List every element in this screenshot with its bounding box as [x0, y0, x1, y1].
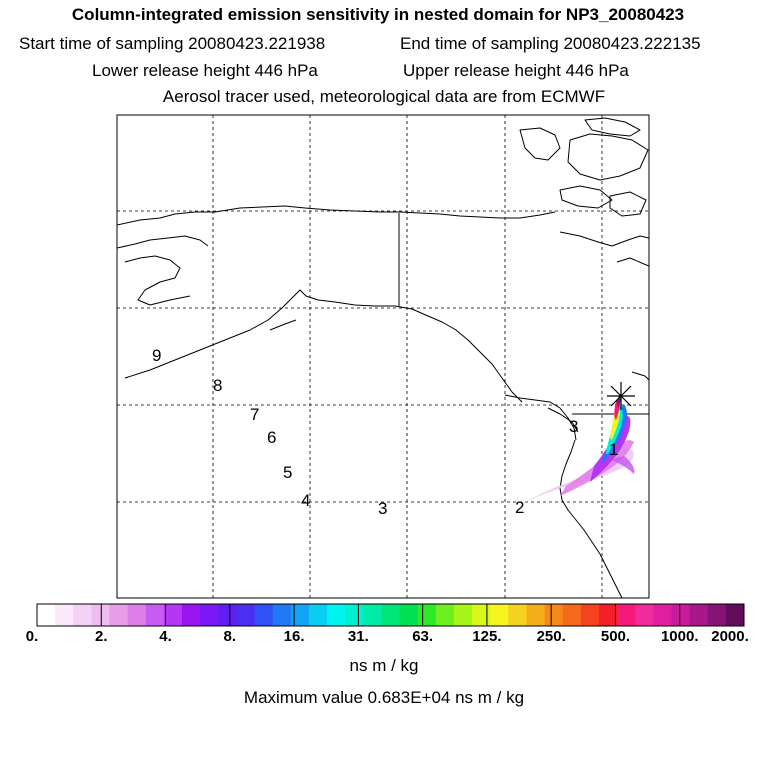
colorbar-units: ns m / kg: [349, 656, 419, 675]
receptor-star-icon: [607, 382, 635, 410]
lower-release-height: Lower release height 446 hPa: [92, 61, 318, 80]
emission-sensitivity-plume: [520, 394, 635, 505]
colorbar-swatch: [617, 604, 636, 626]
colorbar-swatch: [689, 604, 709, 626]
coastline-west-alaska: [124, 255, 191, 306]
end-time: End time of sampling 20080423.222135: [400, 34, 701, 53]
trajectory-label: 6: [267, 428, 276, 447]
trajectory-labels: 1 2 3 4 5 6 7 8 9 3: [152, 346, 618, 518]
colorbar-swatch: [272, 604, 292, 626]
colorbar-swatch: [308, 604, 328, 626]
colorbar-tick-label: 250.: [536, 628, 566, 645]
map-content: [117, 115, 649, 598]
plume-contour-mid: [610, 456, 635, 474]
maximum-value: Maximum value 0.683E+04 ns m / kg: [243, 688, 525, 707]
colorbar-tick-label: 0.: [25, 628, 39, 645]
coastline-gulf-of-alaska: [124, 289, 523, 403]
colorbar-swatch: [55, 604, 74, 626]
plot-title: Column-integrated emission sensitivity i…: [71, 5, 685, 24]
colorbar-swatch: [145, 604, 165, 626]
coastline-vancouver-island: [547, 407, 579, 433]
colorbar-swatch: [544, 604, 564, 626]
colorbar-swatch: [236, 604, 256, 626]
coastline-lake: [631, 371, 649, 381]
colorbar-tick-label: 16.: [283, 628, 305, 645]
arctic-island: [584, 117, 641, 137]
colorbar-swatch: [580, 604, 600, 626]
colorbar-swatch: [725, 604, 745, 626]
coastline-arctic-canada: [559, 231, 649, 247]
colorbar-swatch: [363, 604, 382, 626]
coastline-bc: [504, 394, 577, 441]
colorbar-swatch: [327, 604, 346, 626]
colorbar-swatch: [290, 604, 310, 626]
trajectory-label: 2: [515, 498, 524, 517]
colorbar-swatch: [653, 604, 672, 626]
graticule: [117, 115, 649, 598]
colorbar-swatch: [127, 604, 147, 626]
colorbar-swatch: [37, 604, 56, 626]
colorbar-tick-label: 500.: [600, 628, 631, 645]
coastlines: [117, 117, 649, 598]
coastline-seward: [117, 235, 209, 249]
coastline-arctic: [117, 205, 556, 226]
colorbar-swatch: [435, 604, 455, 626]
colorbar-tick-label: 125.: [472, 628, 502, 645]
trajectory-label: 7: [250, 405, 259, 424]
trajectory-label: 8: [213, 376, 222, 395]
colorbar-swatch: [182, 604, 201, 626]
colorbar-swatch: [73, 604, 92, 626]
coastline-kodiak: [269, 319, 297, 331]
colorbar-frame: [36, 603, 745, 627]
trajectory-label: 3: [569, 417, 578, 436]
colorbar-swatch: [508, 604, 527, 626]
colorbar-tick-label: 2000.: [711, 628, 749, 645]
colorbar-swatch: [526, 604, 546, 626]
map-frame: [116, 114, 650, 599]
colorbar-swatch: [453, 604, 473, 626]
colorbar-tick-label: 63.: [412, 628, 434, 645]
colorbar-swatch: [562, 604, 582, 626]
colorbar-swatch: [200, 604, 219, 626]
trajectory-label: 9: [152, 346, 161, 365]
colorbar-swatch: [381, 604, 401, 626]
colorbar-swatch: [671, 604, 691, 626]
colorbar-swatch: [163, 604, 183, 626]
colorbar-swatch: [218, 604, 237, 626]
colorbar-swatch: [635, 604, 654, 626]
colorbar-swatch: [707, 604, 727, 626]
trajectory-label: 5: [283, 463, 292, 482]
arctic-island: [609, 191, 647, 217]
colorbar-swatch: [472, 604, 491, 626]
coastline-us-west: [559, 439, 623, 598]
trajectory-label: 1: [609, 440, 618, 459]
colorbar-tick-label: 2.: [95, 628, 108, 645]
arctic-island: [519, 127, 561, 161]
colorbar-tick-label: 1000.: [660, 628, 699, 645]
colorbar-swatch: [109, 604, 129, 626]
colorbar-tick-label: 8.: [223, 628, 237, 645]
coastline-hudson: [616, 257, 649, 267]
trajectory-label: 3: [378, 499, 387, 518]
colorbar-swatch: [399, 604, 419, 626]
start-time: Start time of sampling 20080423.221938: [19, 34, 326, 53]
plume-contour-low: [520, 448, 634, 505]
colorbar: [36, 603, 745, 627]
source-note: Aerosol tracer used, meteorological data…: [162, 87, 606, 106]
colorbar-swatch: [254, 604, 274, 626]
colorbar-swatch: [490, 604, 509, 626]
colorbar-swatch: [417, 604, 437, 626]
arctic-island: [559, 185, 613, 209]
colorbar-swatch: [91, 604, 111, 626]
colorbar-swatch: [598, 604, 618, 626]
upper-release-height: Upper release height 446 hPa: [403, 61, 629, 80]
arctic-island: [567, 133, 649, 181]
colorbar-swatch: [345, 604, 364, 626]
colorbar-tick-label: 4.: [159, 628, 172, 645]
colorbar-tick-label: 31.: [347, 628, 369, 645]
trajectory-label: 4: [301, 491, 310, 510]
